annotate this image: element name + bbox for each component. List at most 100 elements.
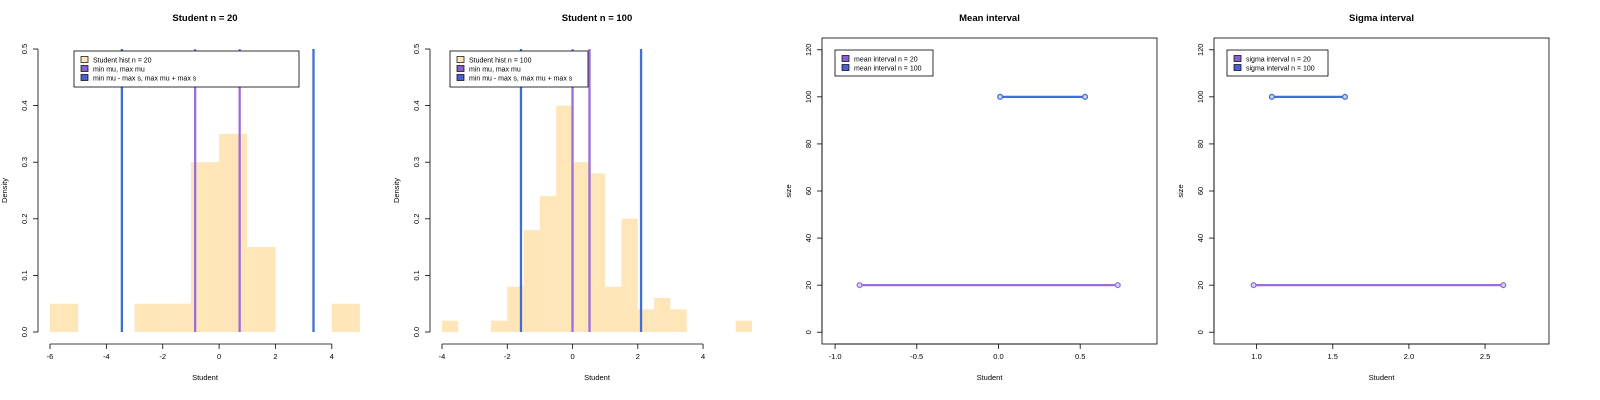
y-tick-label: 0.4 (412, 100, 421, 110)
legend-swatch (80, 65, 89, 72)
histogram-bar (507, 286, 524, 332)
y-tick-label: 0.1 (412, 270, 421, 280)
x-tick-label: 2.5 (1480, 352, 1490, 361)
y-tick-label: 0.0 (412, 327, 421, 337)
y-tick-label: 60 (1196, 187, 1205, 195)
histogram-bar (605, 286, 622, 332)
y-tick-label: 80 (1196, 140, 1205, 148)
histogram-bar (523, 230, 540, 332)
histogram-bar (588, 173, 606, 332)
y-axis-label: size (1176, 184, 1185, 197)
x-tick-label: -2 (159, 352, 166, 361)
y-axis-label: Density (0, 178, 9, 203)
x-tick-label: 4 (701, 352, 705, 361)
y-tick-label: 20 (804, 281, 813, 289)
legend-entry: min mu, max mu (93, 67, 145, 74)
histogram-bar (572, 162, 589, 332)
histogram-bar (670, 309, 687, 332)
x-tick-label: 1.0 (1251, 352, 1261, 361)
y-tick-label: 40 (804, 234, 813, 242)
y-tick-label: 0.0 (20, 327, 29, 337)
y-tick-label: 0 (804, 330, 813, 334)
x-tick-label: -0.5 (910, 352, 923, 361)
y-tick-label: 0.2 (412, 214, 421, 224)
histogram-bar (556, 105, 573, 332)
y-tick-label: 20 (1196, 281, 1205, 289)
legend-swatch (456, 65, 465, 72)
y-axis-label: size (784, 184, 793, 197)
y-tick-label: 40 (1196, 234, 1205, 242)
mean-interval-chart: Mean interval -1.0 -0.5 0.0 0.5 Student 0 20 40 6… (784, 13, 1158, 382)
x-tick-label: -2 (504, 352, 511, 361)
histogram-bar (134, 303, 163, 332)
x-tick-label: -1.0 (829, 352, 842, 361)
chart-title: Student n = 20 (172, 13, 237, 24)
legend-swatch (80, 56, 89, 63)
x-tick-label: 0.0 (993, 352, 1003, 361)
y-tick-label: 0 (1196, 330, 1205, 334)
y-tick-label: 0.5 (412, 44, 421, 54)
x-tick-label: -6 (47, 352, 54, 361)
legend-swatch (456, 56, 465, 63)
legend-box (1226, 49, 1329, 77)
y-tick-label: 0.1 (20, 270, 29, 280)
x-axis-label: Student (192, 373, 219, 382)
interval-endpoint (1341, 93, 1349, 100)
interval-endpoint (1500, 282, 1507, 289)
y-tick-label: 0.4 (20, 100, 29, 110)
x-tick-label: 4 (330, 352, 334, 361)
sigma-interval-chart: Sigma interval 1.0 1.5 2.0 2.5 Student 0 20 40 60… (1176, 13, 1550, 382)
legend-swatch (841, 64, 850, 71)
y-tick-label: 120 (804, 44, 813, 57)
legend-box (73, 50, 300, 88)
legend-swatch (1233, 64, 1242, 71)
interval-endpoint (1114, 282, 1121, 289)
x-tick-label: 0 (217, 352, 221, 361)
x-tick-label: 2 (636, 352, 640, 361)
histogram-bar (539, 196, 557, 332)
legend-box (449, 50, 589, 88)
y-tick-label: 80 (804, 140, 813, 148)
histogram-bar (490, 320, 508, 332)
x-tick-label: -4 (439, 352, 446, 361)
legend-entry: Student hist n = 100 (469, 58, 532, 65)
legend-entry: sigma interval n = 100 (1246, 66, 1315, 73)
histogram-bar (247, 247, 276, 332)
legend-swatch (80, 74, 89, 81)
chart-title: Mean interval (959, 13, 1020, 24)
histogram-bar (219, 133, 248, 332)
histogram-student-n100: Student n = 100 -4 -2 0 2 4 Student 0.0 0.1 0.2 0.… (392, 13, 752, 382)
legend-entry: mean interval n = 20 (854, 57, 918, 64)
y-tick-label: 0.2 (20, 214, 29, 224)
y-tick-label: 100 (1196, 91, 1205, 104)
histogram-bar (162, 303, 191, 332)
plot-frame (821, 37, 1158, 345)
chart-title: Student n = 100 (562, 13, 632, 24)
histogram-bar (735, 320, 752, 332)
y-axis-label: Density (392, 178, 401, 203)
y-tick-label: 0.3 (412, 157, 421, 167)
histogram-bar (331, 303, 360, 332)
legend-entry: mean interval n = 100 (854, 66, 922, 73)
plot-frame (1213, 37, 1550, 345)
x-tick-label: 0.5 (1075, 352, 1085, 361)
x-tick-label: 2.0 (1404, 352, 1414, 361)
legend-box (834, 49, 934, 77)
legend: mean interval n = 20 mean interval n = 10… (834, 49, 934, 77)
legend-entry: min mu - max s, max mu + max s (93, 76, 197, 83)
legend-swatch (1233, 55, 1242, 62)
y-tick-label: 0.3 (20, 157, 29, 167)
histogram-bar (654, 298, 671, 332)
y-tick-label: 120 (1196, 44, 1205, 57)
x-tick-label: 1.5 (1328, 352, 1338, 361)
legend: Student hist n = 20 min mu, max mu min mu … (73, 50, 300, 88)
interval-endpoint (1250, 282, 1257, 289)
chart-title: Sigma interval (1349, 13, 1414, 24)
interval-endpoint (997, 93, 1004, 100)
interval-endpoint (856, 282, 863, 289)
legend-entry: min mu, max mu (469, 67, 521, 74)
x-tick-label: 0 (570, 352, 574, 361)
interval-endpoint (1082, 93, 1089, 100)
x-tick-label: 2 (273, 352, 277, 361)
histogram-bar (50, 303, 79, 332)
